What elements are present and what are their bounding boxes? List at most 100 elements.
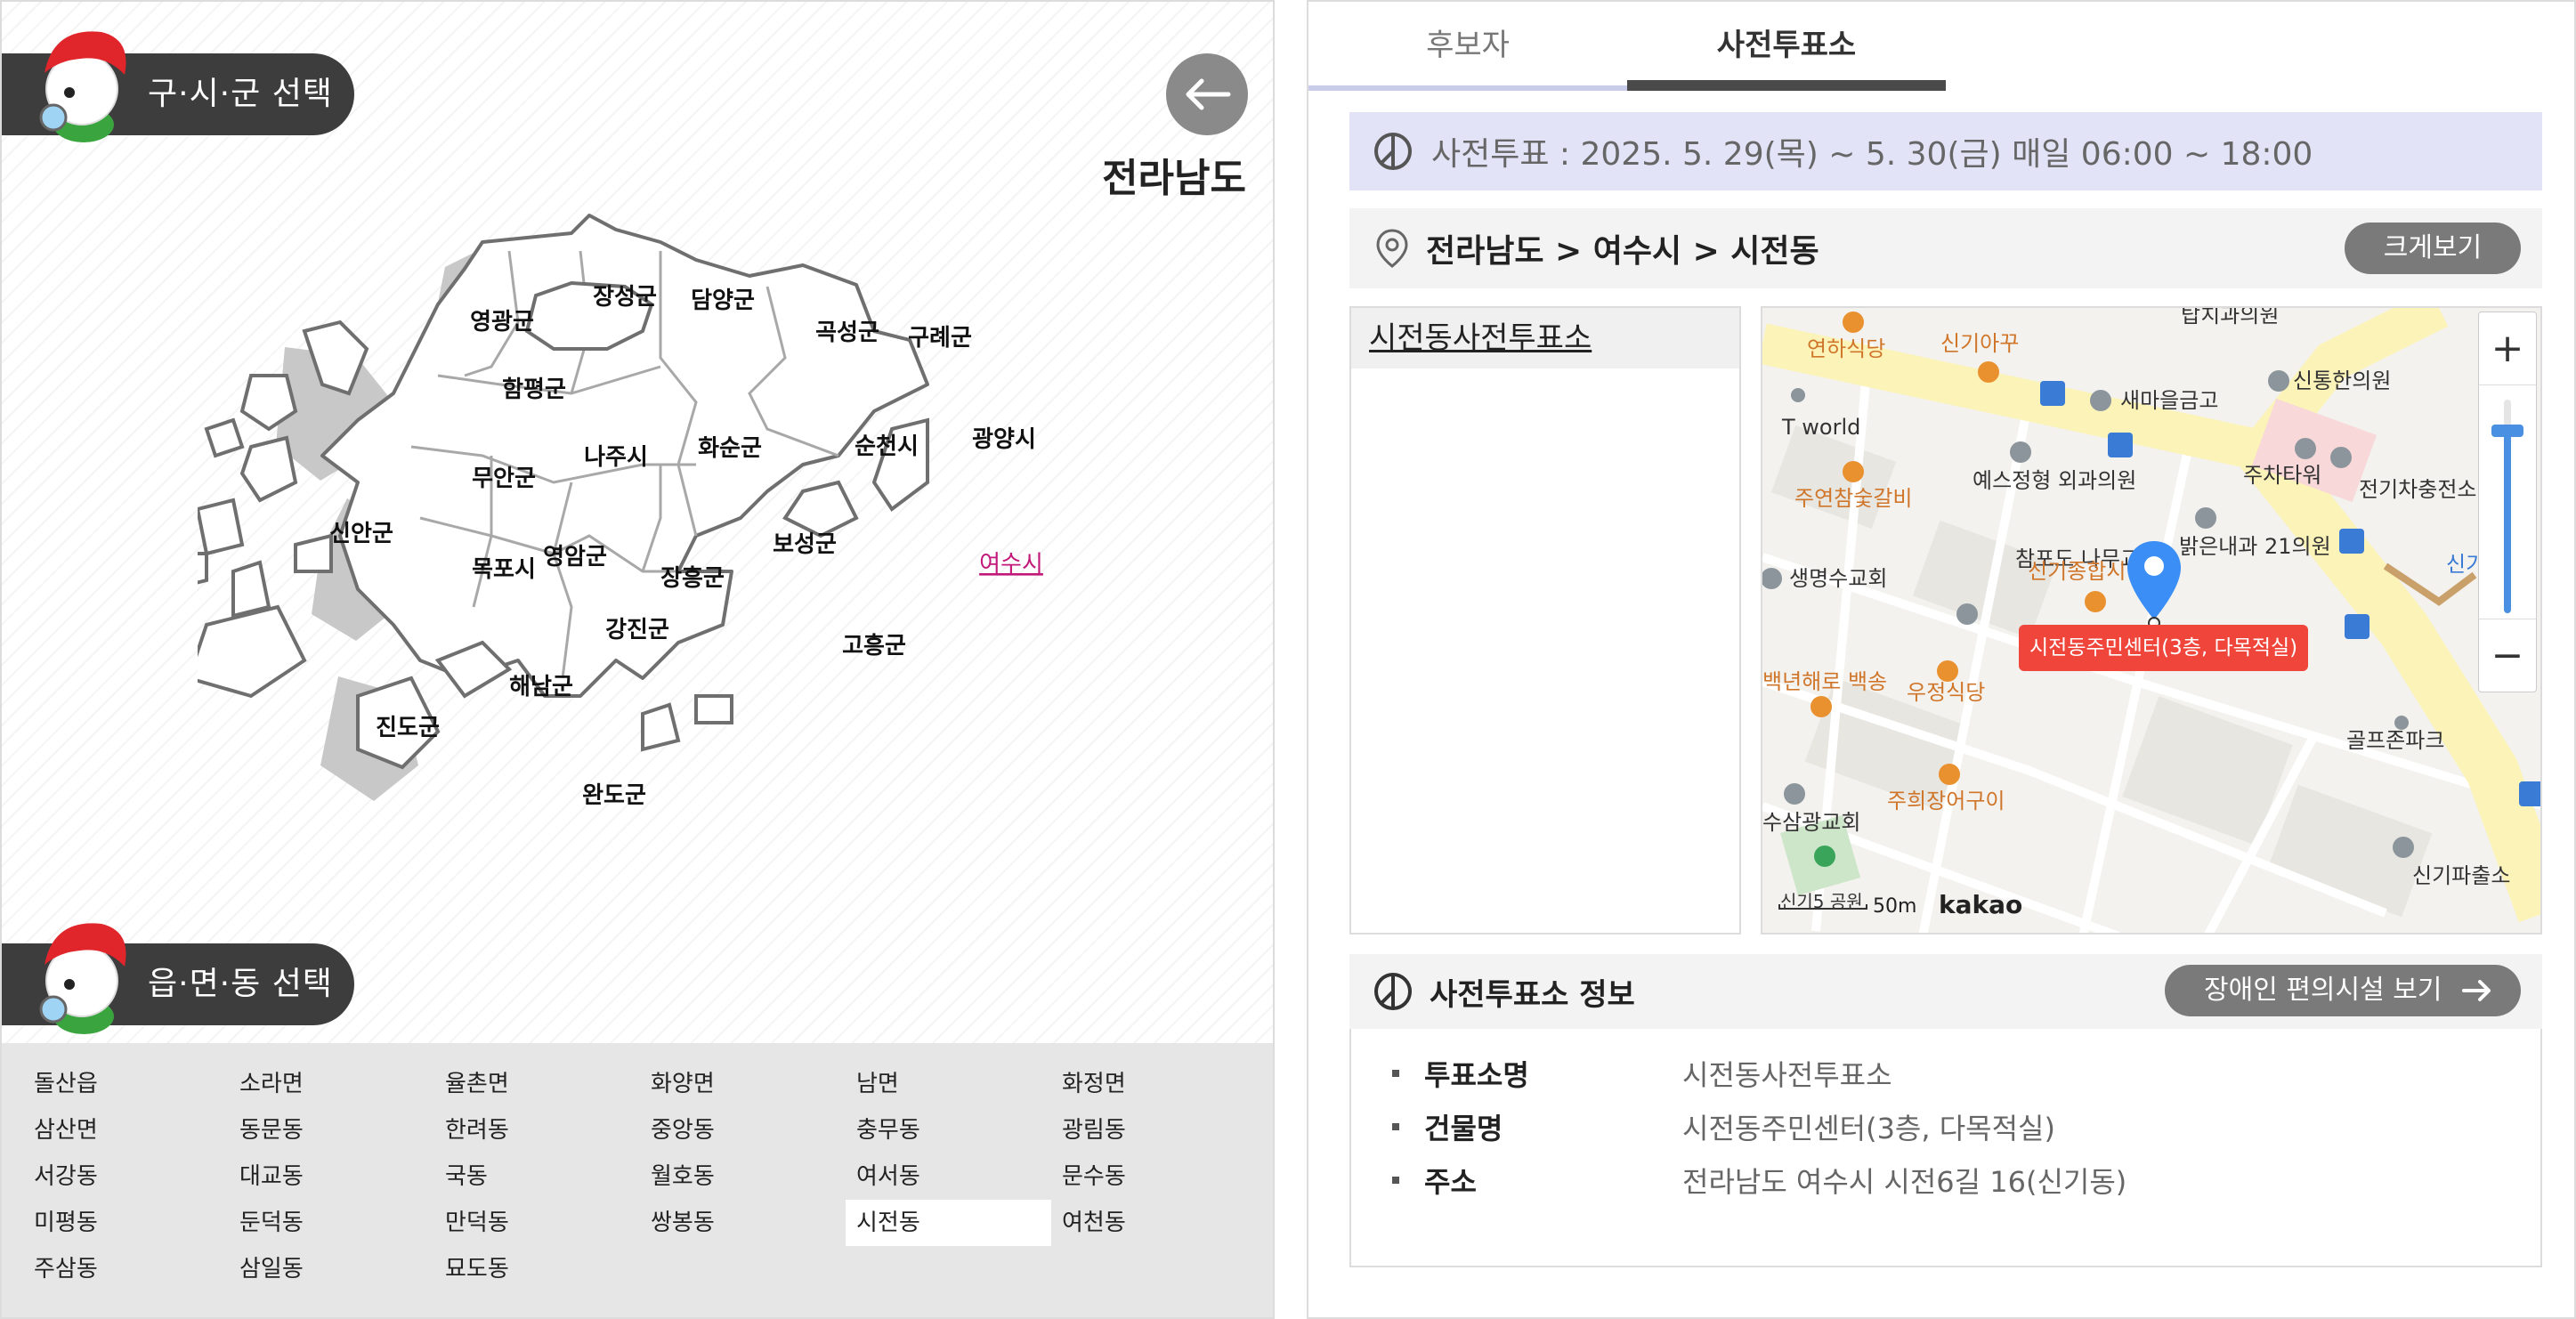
town-item[interactable]: 서강동 xyxy=(34,1163,98,1190)
town-item[interactable]: 남면 xyxy=(856,1071,899,1097)
region-label-goheung: 고흥군 xyxy=(842,633,906,660)
map-label: 신기아꾸 xyxy=(1940,331,2019,356)
map-label: 연하식당 xyxy=(1807,336,1885,361)
polling-station-panel: 후보자 사전투표소 사전투표 : 2025. 5. 29(목) ~ 5. 30(… xyxy=(1307,0,2576,1319)
map-label: 예스정형 외과의원 xyxy=(1973,468,2136,493)
map-label: 새마을금고 xyxy=(2120,388,2218,413)
zoom-control: + − xyxy=(2478,312,2537,692)
scale-bar-icon xyxy=(1778,904,1867,910)
town-item[interactable]: 만덕동 xyxy=(445,1210,509,1236)
town-item[interactable]: 둔덕동 xyxy=(239,1210,304,1236)
tab-candidate[interactable]: 후보자 xyxy=(1308,2,1627,91)
map-label: 전기차충전소 xyxy=(2359,477,2476,502)
info-table: 투표소명 시전동사전투표소 건물명 시전동주민센터(3층, 다목적실) 주소 전… xyxy=(1349,1029,2542,1267)
region-label-gangjin: 강진군 xyxy=(605,617,669,643)
region-label-naju: 나주시 xyxy=(584,444,648,471)
info-row-station-name: 투표소명 시전동사전투표소 xyxy=(1351,1047,2540,1100)
town-item[interactable]: 월호동 xyxy=(651,1163,715,1190)
info-title: 사전투표소 정보 xyxy=(1430,976,1635,1013)
zoom-level-fill xyxy=(2504,432,2511,613)
town-item[interactable]: 한려동 xyxy=(445,1117,509,1144)
back-button[interactable] xyxy=(1166,53,1248,135)
selected-location-marker-icon xyxy=(2127,541,2181,629)
town-item[interactable]: 묘도동 xyxy=(445,1256,509,1283)
map-label: 신통한의원 xyxy=(2293,368,2391,393)
zoom-out-button[interactable]: − xyxy=(2479,619,2536,692)
town-item[interactable]: 화정면 xyxy=(1062,1071,1126,1097)
map-label: 주희장어구이 xyxy=(1887,789,2005,813)
town-item[interactable]: 중앙동 xyxy=(651,1117,715,1144)
info-header: 사전투표소 정보 장애인 편의시설 보기 xyxy=(1349,954,2542,1029)
region-label-yeonggwang: 영광군 xyxy=(470,309,534,336)
map-label: 주연참숯갈비 xyxy=(1794,486,1912,511)
town-item[interactable]: 여천동 xyxy=(1062,1210,1126,1236)
map-label: 생명수교회 xyxy=(1789,566,1887,591)
town-item[interactable]: 삼일동 xyxy=(239,1256,304,1283)
region-label-jangheung: 장흥군 xyxy=(660,565,725,592)
town-item[interactable]: 충무동 xyxy=(856,1117,920,1144)
accessibility-button-label: 장애인 편의시설 보기 xyxy=(2204,975,2442,1006)
town-item[interactable]: 국동 xyxy=(445,1163,488,1190)
location-map[interactable]: 연하식당 신기아꾸 새마을금고 신통한의원 T world 예스정형 외과의원 … xyxy=(1761,306,2542,935)
info-key: 건물명 xyxy=(1424,1112,1503,1145)
map-label: 골프존파크 xyxy=(2346,728,2444,753)
location-pin-icon xyxy=(1376,229,1408,268)
region-label-hwasun: 화순군 xyxy=(698,435,762,462)
info-value: 시전동사전투표소 xyxy=(1682,1058,1892,1092)
province-map: 영광군 장성군 담양군 곡성군 구례군 함평군 나주시 화순군 순천시 광양시 … xyxy=(198,214,1043,809)
town-item[interactable]: 쌍봉동 xyxy=(651,1210,715,1236)
town-item[interactable]: 미평동 xyxy=(34,1210,98,1236)
polling-place-item[interactable]: 시전동사전투표소 xyxy=(1351,308,1739,368)
voting-period-banner: 사전투표 : 2025. 5. 29(목) ~ 5. 30(금) 매일 06:0… xyxy=(1349,112,2542,190)
region-label-jindo: 진도군 xyxy=(376,715,440,741)
accessibility-facilities-button[interactable]: 장애인 편의시설 보기 xyxy=(2165,965,2521,1016)
location-bar: 전라남도 > 여수시 > 시전동 크게보기 xyxy=(1349,208,2542,288)
town-item[interactable]: 화양면 xyxy=(651,1071,715,1097)
bullet-icon xyxy=(1392,1177,1399,1184)
town-item[interactable]: 대교동 xyxy=(239,1163,304,1190)
town-item[interactable]: 광림동 xyxy=(1062,1117,1126,1144)
region-label-damyang: 담양군 xyxy=(691,287,755,314)
mascot-icon xyxy=(39,923,126,1034)
region-label-yeosu: 여수시 xyxy=(979,551,1043,578)
district-selection-panel: 구·시·군 선택 전라남도 xyxy=(0,0,1275,1319)
polling-place-list: 시전동사전투표소 xyxy=(1349,306,1741,935)
breadcrumb: 전라남도 > 여수시 > 시전동 xyxy=(1426,233,1819,270)
town-item[interactable]: 율촌면 xyxy=(445,1071,509,1097)
town-item[interactable]: 삼산면 xyxy=(34,1117,98,1144)
map-label: 신기종합시 xyxy=(2028,559,2126,584)
region-label-mokpo: 목포시 xyxy=(472,556,536,583)
arrow-left-icon xyxy=(1186,78,1231,110)
town-item[interactable]: 시전동 xyxy=(846,1200,1051,1246)
region-label-boseong: 보성군 xyxy=(773,531,837,558)
region-label-suncheon: 순천시 xyxy=(855,433,919,460)
map-label: 수삼광교회 xyxy=(1762,810,1860,835)
zoom-slider-handle[interactable] xyxy=(2491,425,2523,437)
map-label: 우정식당 xyxy=(1907,680,1985,705)
map-label: 주차타워 xyxy=(2243,463,2321,488)
map-label: 신기파출소 xyxy=(2412,863,2510,888)
info-key: 주소 xyxy=(1424,1165,1477,1199)
enlarge-button[interactable]: 크게보기 xyxy=(2345,223,2521,274)
street-map: 연하식당 신기아꾸 새마을금고 신통한의원 T world 예스정형 외과의원 … xyxy=(1762,308,2540,933)
town-item[interactable]: 동문동 xyxy=(239,1117,304,1144)
region-label-hampyeong: 함평군 xyxy=(502,376,566,403)
info-row-building: 건물명 시전동주민센터(3층, 다목적실) xyxy=(1351,1100,2540,1153)
tab-early-voting[interactable]: 사전투표소 xyxy=(1627,2,1946,91)
region-label-yeongam: 영암군 xyxy=(543,544,607,570)
town-item[interactable]: 주삼동 xyxy=(34,1256,98,1283)
region-label-gurye: 구례군 xyxy=(908,325,972,352)
town-item[interactable]: 여서동 xyxy=(856,1163,920,1190)
bullet-icon xyxy=(1392,1070,1399,1077)
map-scale: 50m xyxy=(1778,895,1916,918)
province-title: 전라남도 xyxy=(1102,156,1246,201)
info-value: 전라남도 여수시 시전6길 16(신기동) xyxy=(1682,1165,2127,1199)
town-item[interactable]: 소라면 xyxy=(239,1071,304,1097)
region-label-gokseong: 곡성군 xyxy=(815,320,879,346)
ballot-mark-icon xyxy=(1374,973,1412,1010)
region-label-haenam: 해남군 xyxy=(509,674,573,700)
town-item[interactable]: 돌산읍 xyxy=(34,1071,98,1097)
voting-period-text: 사전투표 : 2025. 5. 29(목) ~ 5. 30(금) 매일 06:0… xyxy=(1431,136,2313,173)
town-item[interactable]: 문수동 xyxy=(1062,1163,1126,1190)
zoom-in-button[interactable]: + xyxy=(2479,312,2536,385)
